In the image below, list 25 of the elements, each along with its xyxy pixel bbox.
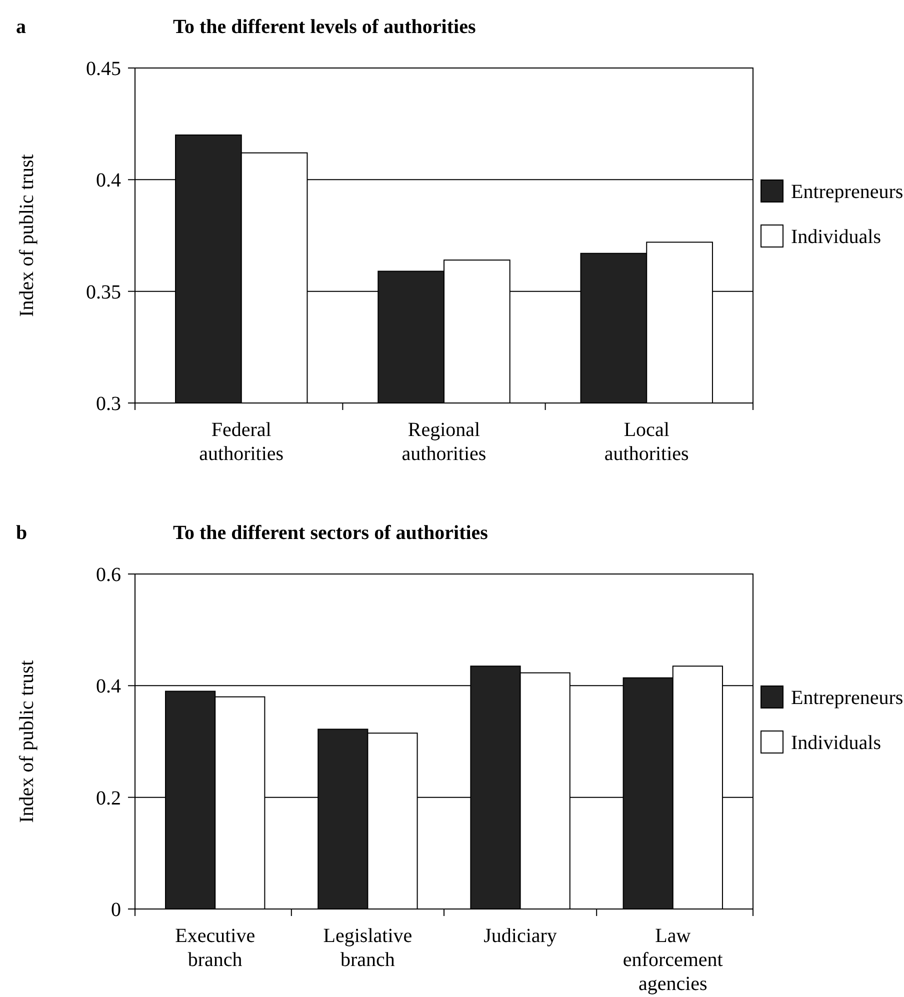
x-tick-label: Regional authorities [402,419,486,465]
y-axis-title: Index of public trust [16,154,38,317]
x-tick-label: Legislative branch [323,925,412,971]
y-tick-label: 0 [111,899,121,921]
chart-title: To the different levels of authorities [173,16,476,38]
y-tick-label: 0.35 [86,281,121,304]
y-tick-label: 0.2 [96,787,121,810]
y-tick-label: 0.4 [96,170,121,192]
x-tick-label: Judiciary [484,925,557,947]
y-axis-title: Index of public trust [16,660,38,823]
y-tick-label: 0.4 [96,676,121,698]
y-tick-label: 0.3 [96,393,121,415]
y-tick-label: 0.45 [86,58,121,80]
x-tick-label: Executive branch [175,925,256,971]
x-tick-label: Federal authorities [199,419,284,465]
text: a [16,16,26,38]
chart-title: To the different sectors of authorities [173,522,488,544]
x-tick-label: Local authorities [604,419,690,465]
legend-label: Individuals [791,732,882,754]
text: b [16,522,28,544]
legend-label: Entrepreneurs [791,687,904,709]
y-tick-label: 0.6 [96,564,121,586]
legend-label: Entrepreneurs [791,181,904,203]
legend-label: Individuals [791,226,882,248]
x-tick-label: Law enforcement agencies [622,925,724,995]
